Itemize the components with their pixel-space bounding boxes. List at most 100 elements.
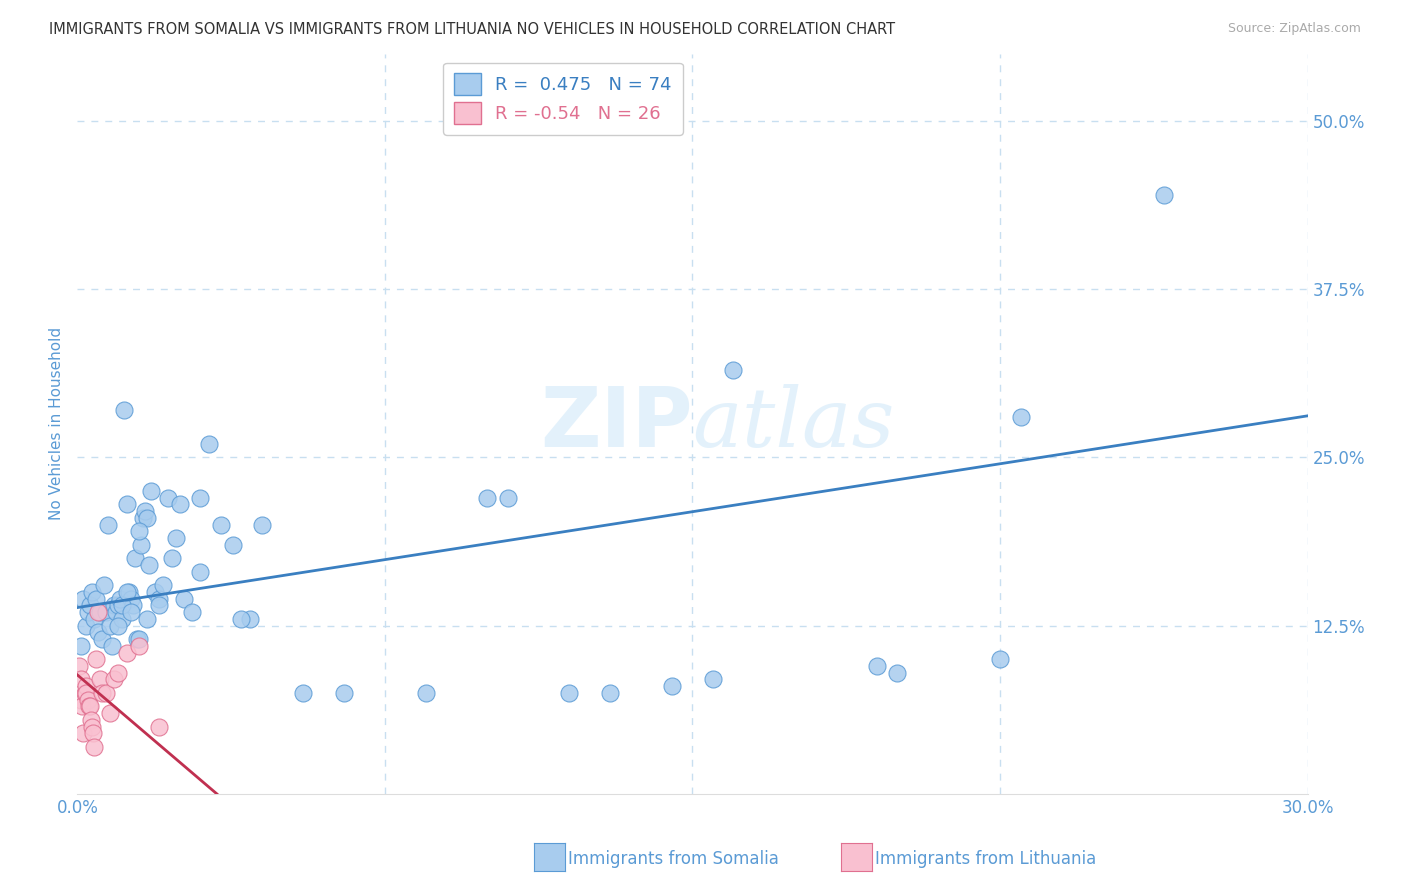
Point — [101, 639, 124, 653]
Point — [70, 699, 93, 714]
Point — [77, 699, 100, 714]
Point — [72, 591, 94, 606]
Legend: R =  0.475   N = 74, R = -0.54   N = 26: R = 0.475 N = 74, R = -0.54 N = 26 — [443, 62, 683, 135]
Point — [138, 558, 160, 572]
Point — [72, 726, 94, 740]
Point — [80, 713, 103, 727]
Point — [103, 673, 125, 687]
Point — [83, 612, 105, 626]
Point — [94, 686, 117, 700]
Point — [250, 517, 273, 532]
Point — [599, 686, 621, 700]
Point — [94, 605, 117, 619]
Point — [988, 652, 1011, 666]
Point — [107, 618, 129, 632]
Point — [69, 692, 91, 706]
Point — [111, 599, 134, 613]
Point — [98, 618, 121, 632]
Point — [121, 599, 143, 613]
Point — [75, 618, 97, 632]
Point — [866, 659, 889, 673]
Point — [120, 605, 142, 619]
Point — [136, 511, 159, 525]
Point — [125, 632, 148, 646]
Point — [723, 363, 745, 377]
Point — [132, 511, 155, 525]
Point — [661, 679, 683, 693]
Point — [120, 591, 142, 606]
Point — [87, 605, 110, 619]
Point — [156, 491, 179, 505]
Point — [124, 551, 146, 566]
Point — [84, 591, 107, 606]
Point — [76, 605, 98, 619]
Point — [231, 612, 253, 626]
Point — [165, 531, 187, 545]
Point — [75, 679, 97, 693]
Point — [80, 720, 103, 734]
Point — [141, 483, 163, 498]
Point — [87, 625, 110, 640]
Point — [128, 632, 150, 646]
Text: Immigrants from Somalia: Immigrants from Somalia — [568, 850, 779, 868]
Point — [1153, 187, 1175, 202]
Point — [70, 639, 93, 653]
Point — [152, 578, 174, 592]
Point — [76, 692, 98, 706]
Point — [1010, 409, 1032, 424]
Text: atlas: atlas — [693, 384, 894, 464]
Point — [239, 612, 262, 626]
Point — [128, 639, 150, 653]
Text: ZIP: ZIP — [540, 384, 693, 464]
Point — [558, 686, 581, 700]
Point — [111, 612, 134, 626]
Point — [117, 585, 139, 599]
Point — [148, 599, 170, 613]
Point — [173, 591, 195, 606]
Point — [79, 699, 101, 714]
Point — [477, 491, 499, 505]
Point — [197, 437, 219, 451]
Text: Immigrants from Lithuania: Immigrants from Lithuania — [875, 850, 1095, 868]
Point — [80, 585, 103, 599]
Point — [129, 538, 152, 552]
Point — [103, 599, 125, 613]
Point — [67, 659, 90, 673]
Point — [148, 720, 170, 734]
Point — [70, 673, 93, 687]
Point — [105, 605, 128, 619]
Point — [89, 605, 111, 619]
Point — [107, 665, 129, 680]
Point — [114, 403, 136, 417]
Point — [496, 491, 519, 505]
Point — [93, 578, 115, 592]
Point — [115, 585, 138, 599]
Point — [115, 498, 138, 512]
Point — [73, 686, 96, 700]
Point — [83, 739, 105, 754]
Point — [222, 538, 245, 552]
Point — [160, 551, 183, 566]
Point — [90, 686, 114, 700]
Point — [97, 517, 120, 532]
Point — [98, 706, 121, 720]
Point — [143, 585, 166, 599]
Point — [181, 605, 204, 619]
Point — [148, 591, 170, 606]
Point — [79, 599, 101, 613]
Point — [415, 686, 437, 700]
Point — [75, 686, 97, 700]
Point — [188, 565, 212, 579]
Point — [209, 517, 232, 532]
Text: IMMIGRANTS FROM SOMALIA VS IMMIGRANTS FROM LITHUANIA NO VEHICLES IN HOUSEHOLD CO: IMMIGRANTS FROM SOMALIA VS IMMIGRANTS FR… — [49, 22, 896, 37]
Text: Source: ZipAtlas.com: Source: ZipAtlas.com — [1227, 22, 1361, 36]
Point — [291, 686, 314, 700]
Y-axis label: No Vehicles in Household: No Vehicles in Household — [49, 327, 65, 520]
Point — [136, 612, 159, 626]
Point — [128, 524, 150, 539]
Point — [169, 498, 191, 512]
Point — [188, 491, 212, 505]
Point — [333, 686, 356, 700]
Point — [107, 599, 129, 613]
Point — [886, 665, 908, 680]
